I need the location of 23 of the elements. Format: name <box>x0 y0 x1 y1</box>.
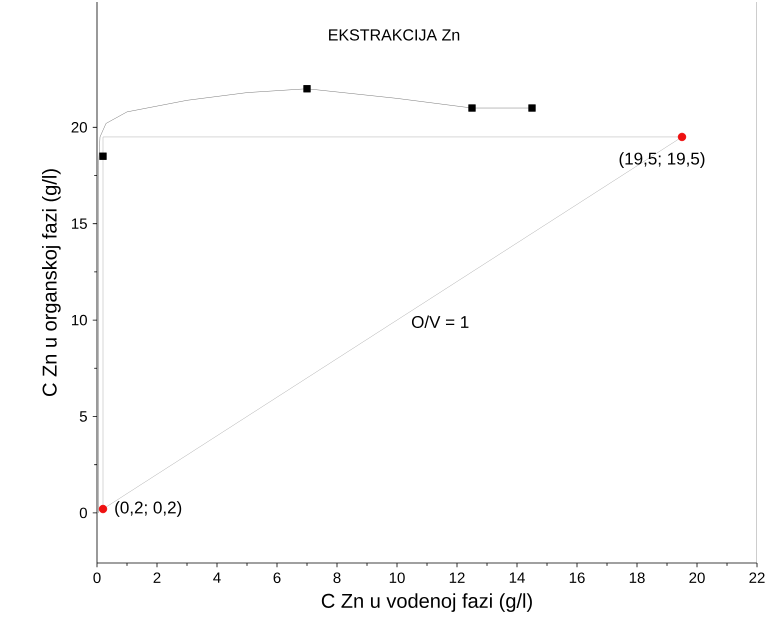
x-axis-title: C Zn u vodenoj fazi (g/l) <box>322 593 532 612</box>
x-tick-label: 4 <box>213 572 221 583</box>
x-tick-label: 8 <box>333 572 341 584</box>
annotation: (19,5; 19,5) <box>620 152 704 168</box>
y-tick-label: 0 <box>80 508 87 518</box>
annotation: (0,2; 0,2) <box>115 501 182 517</box>
x-tick-label: 18 <box>630 572 645 584</box>
text: EKSTRAKCIJA Zn <box>329 29 460 41</box>
annotation: O/V = 1 <box>412 316 468 328</box>
x-tick-label: 10 <box>390 572 405 584</box>
y-tick-label: 5 <box>80 411 87 422</box>
x-tick-label: 22 <box>749 572 765 583</box>
x-tick-label: 0 <box>93 572 101 584</box>
y-axis-title: C Zn u organskoj fazi (g/l) <box>42 169 61 396</box>
x-tick-label: 14 <box>510 572 525 583</box>
x-tick-label: 16 <box>570 572 585 584</box>
y-tick-label: 10 <box>72 314 87 326</box>
x-tick-label: 2 <box>154 572 160 583</box>
x-tick-label: 20 <box>689 572 705 584</box>
x-tick-label: 6 <box>274 572 281 584</box>
x-tick-label: 12 <box>450 572 465 583</box>
y-tick-label: 20 <box>72 122 87 133</box>
y-tick-label: 15 <box>72 218 87 229</box>
